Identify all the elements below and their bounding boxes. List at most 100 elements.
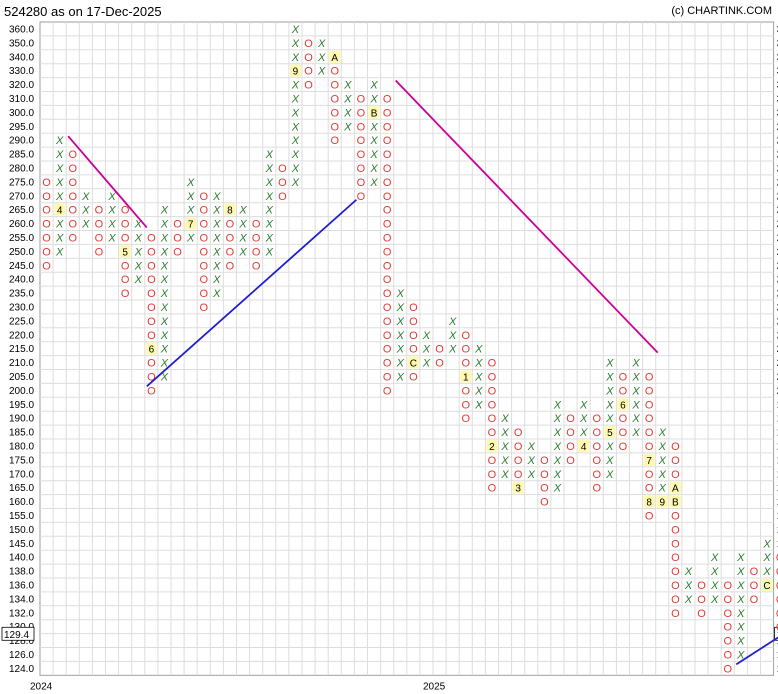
o-box: O <box>252 232 261 244</box>
x-box: X <box>81 219 90 231</box>
x-box: X <box>658 483 667 495</box>
o-box: O <box>383 191 392 203</box>
y-tick-right: 195.0 <box>777 400 778 411</box>
x-box: X <box>448 316 457 328</box>
x-box: X <box>265 177 274 189</box>
o-box: O <box>592 483 601 495</box>
y-tick-left: 138.0 <box>9 567 34 578</box>
o-box: O <box>68 205 77 217</box>
current-price-box-left <box>1 626 35 641</box>
x-box: X <box>369 135 378 147</box>
o-box: O <box>383 149 392 161</box>
x-box: X <box>500 469 509 481</box>
o-box: O <box>592 441 601 453</box>
month-marker-bg <box>643 453 655 466</box>
y-tick-right: 128.0 <box>777 636 778 647</box>
x-box: X <box>212 205 221 217</box>
o-box: O <box>199 232 208 244</box>
grid <box>39 21 775 676</box>
x-box: X <box>160 316 169 328</box>
x-box: X <box>55 135 64 147</box>
y-tick-left: 290.0 <box>9 136 34 147</box>
month-marker-bg <box>486 439 498 452</box>
y-tick-right: 160.0 <box>777 497 778 508</box>
x-box: X <box>186 205 195 217</box>
o-box: O <box>147 302 156 314</box>
o-box: O <box>671 441 680 453</box>
x-box: X <box>291 121 300 133</box>
y-tick-right: 270.0 <box>777 191 778 202</box>
x-box: X <box>527 441 536 453</box>
x-box: X <box>553 483 562 495</box>
o-box: O <box>68 149 77 161</box>
x-box: X <box>631 385 640 397</box>
o-box: O <box>330 66 339 78</box>
x-box: X <box>265 246 274 258</box>
x-box: X <box>265 149 274 161</box>
o-box: O <box>95 232 104 244</box>
y-tick-right: 126.0 <box>777 650 778 661</box>
o-box: O <box>121 205 130 217</box>
x-box: X <box>710 594 719 606</box>
x-box: X <box>684 594 693 606</box>
o-box: O <box>514 455 523 467</box>
o-box: O <box>199 219 208 231</box>
month-marker: 3 <box>515 484 521 495</box>
o-box: O <box>121 260 130 272</box>
month-marker-bg <box>643 495 655 508</box>
month-marker-bg <box>669 495 681 508</box>
x-box: X <box>369 177 378 189</box>
x-box: X <box>291 38 300 50</box>
y-tick-right: 300.0 <box>777 108 778 119</box>
o-box: O <box>383 274 392 286</box>
o-box: O <box>409 371 418 383</box>
x-box: X <box>343 80 352 92</box>
o-box: O <box>671 455 680 467</box>
o-box: O <box>723 608 732 620</box>
o-box: O <box>592 455 601 467</box>
o-box: O <box>173 219 182 231</box>
x-box: X <box>474 344 483 356</box>
x-box: X <box>107 191 116 203</box>
o-box: O <box>776 566 778 578</box>
x-box: X <box>736 552 745 564</box>
x-box: X <box>762 552 771 564</box>
o-box: O <box>566 455 575 467</box>
o-box: O <box>645 469 654 481</box>
chart-credit: (c) CHARTINK.COM <box>671 5 772 17</box>
o-box: O <box>619 385 628 397</box>
o-box: O <box>514 427 523 439</box>
y-tick-right: 330.0 <box>777 66 778 77</box>
x-box: X <box>212 219 221 231</box>
y-tick-left: 175.0 <box>9 455 34 466</box>
y-tick-left: 330.0 <box>9 66 34 77</box>
y-tick-right: 200.0 <box>777 386 778 397</box>
y-tick-left: 295.0 <box>9 122 34 133</box>
o-box: O <box>330 93 339 105</box>
y-tick-right: 165.0 <box>777 483 778 494</box>
y-tick-right: 215.0 <box>777 344 778 355</box>
o-box: O <box>147 246 156 258</box>
o-box: O <box>42 246 51 258</box>
x-box: X <box>631 399 640 411</box>
o-box: O <box>330 135 339 147</box>
o-box: O <box>42 191 51 203</box>
o-box: O <box>566 427 575 439</box>
o-box: O <box>488 399 497 411</box>
o-box: O <box>68 219 77 231</box>
o-box: O <box>383 135 392 147</box>
x-box: X <box>710 552 719 564</box>
o-box: O <box>514 469 523 481</box>
o-box: O <box>383 246 392 258</box>
x-box: X <box>396 371 405 383</box>
x-box: X <box>474 358 483 370</box>
o-box: O <box>383 288 392 300</box>
o-box: O <box>252 246 261 258</box>
o-box: O <box>383 371 392 383</box>
o-box: O <box>147 274 156 286</box>
x-box: X <box>474 399 483 411</box>
y-tick-left: 220.0 <box>9 330 34 341</box>
o-box: O <box>671 469 680 481</box>
y-tick-left: 320.0 <box>9 80 34 91</box>
axes: 360.0 360.0 350.0 350.0 340.0 340.0 330.0 330.0… <box>1 24 778 692</box>
